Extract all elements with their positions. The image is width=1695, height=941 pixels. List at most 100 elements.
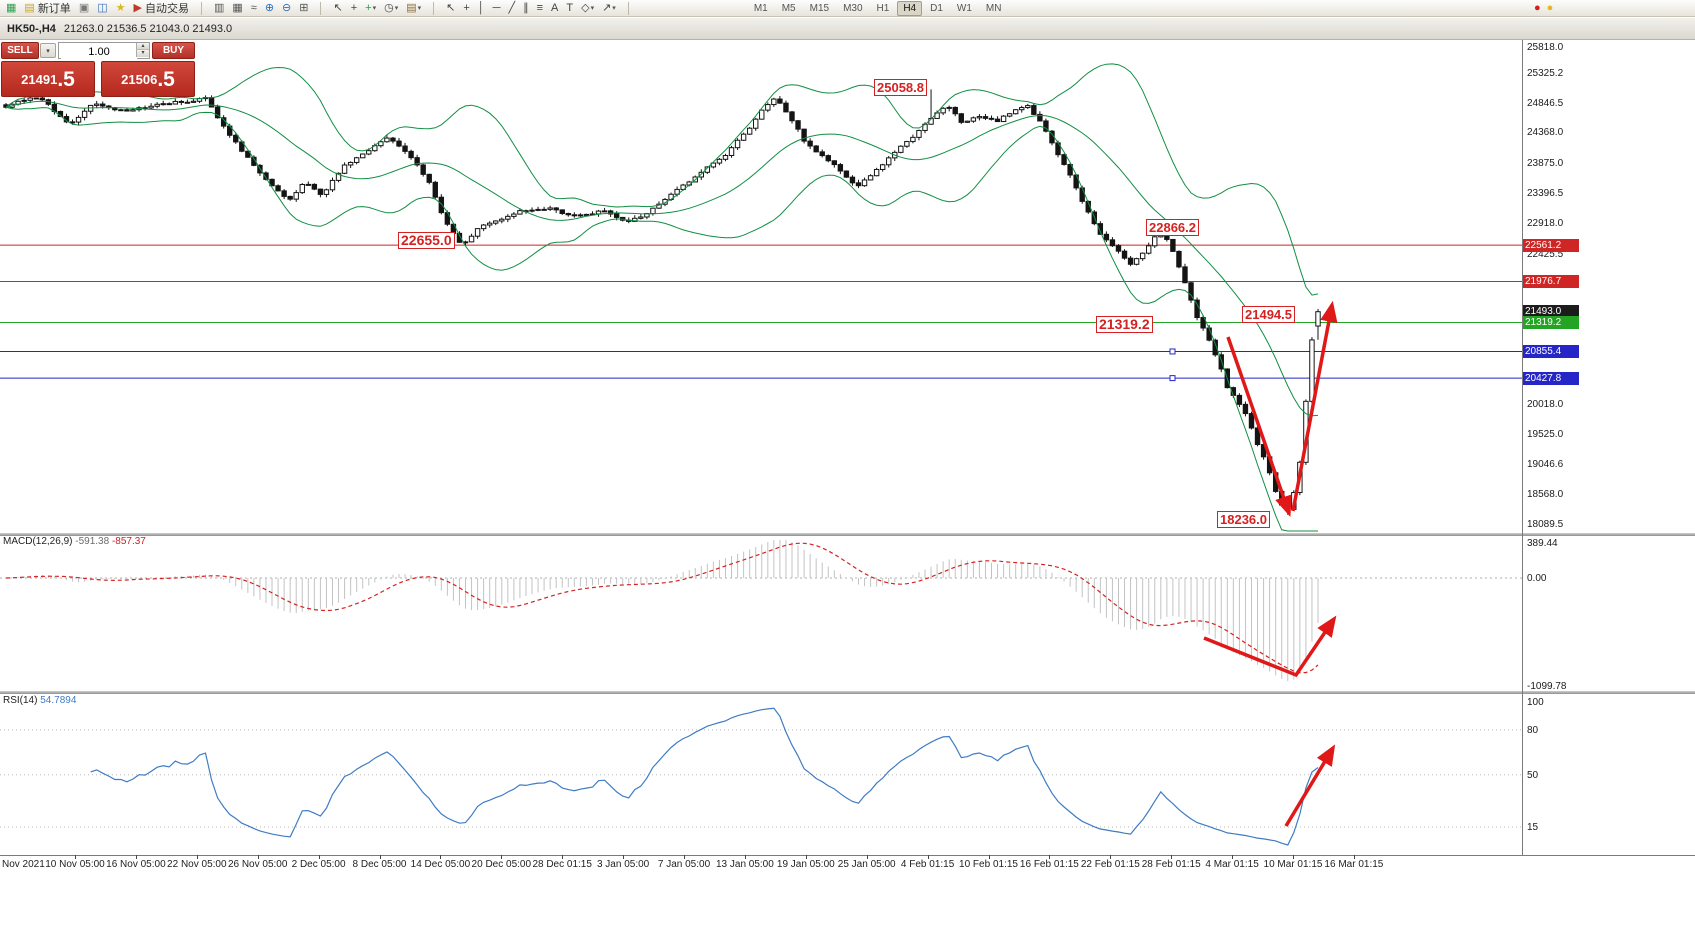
tile-windows-button[interactable]: ⊞ (296, 1, 311, 16)
horizontal-line-button[interactable]: ─ (490, 1, 504, 16)
time-axis-label: 22 Nov 05:00 (167, 859, 227, 870)
timeframe-group: M1 M5 M15 M30 H1 H4 D1 W1 MN (747, 0, 1009, 16)
price-axis-label: 20018.0 (1527, 398, 1564, 410)
price-axis-label: 25818.0 (1527, 42, 1564, 53)
arrow-rsi-reversal[interactable] (1284, 744, 1336, 827)
favorites-button[interactable]: ★ (113, 1, 129, 16)
time-axis-label: 8 Dec 05:00 (352, 859, 407, 870)
timeframe-H1[interactable]: H1 (876, 2, 890, 14)
buy-button[interactable]: BUY (152, 42, 195, 59)
text-button[interactable]: A (548, 1, 561, 16)
volume-decrease-button[interactable]: ▾ (136, 50, 149, 57)
buy-price-fraction: .5 (157, 67, 175, 91)
auto-trading-icon: ▶ (133, 1, 142, 14)
new-chart-icon: ▦ (6, 1, 17, 14)
time-axis-line (0, 855, 1695, 856)
text-label-button[interactable]: T (563, 1, 576, 16)
timeframe-M15[interactable]: M15 (809, 2, 830, 14)
horizontal-price-lines[interactable] (0, 244, 1522, 382)
timeframe-M30[interactable]: M30 (843, 2, 863, 14)
vertical-line-button[interactable]: │ (475, 1, 488, 16)
fibonacci-button[interactable]: ≡ (534, 1, 546, 16)
price-callout-22655.0[interactable]: 22655.0 (398, 232, 455, 249)
cursor-button[interactable]: ↖ (330, 1, 345, 16)
chart-candles-button[interactable]: ▦ (229, 1, 245, 16)
crosshair-button[interactable]: + (348, 1, 360, 16)
timeframe-D1[interactable]: D1 (930, 2, 943, 14)
line-handle[interactable] (1169, 375, 1176, 382)
price-axis-label: 24846.5 (1527, 97, 1564, 109)
time-axis-tick (1353, 855, 1355, 859)
macd-axis-label: 389.44 (1527, 538, 1558, 549)
arrow-impulse-up[interactable] (1291, 300, 1338, 512)
macd-label: MACD(12,26,9) -591.38 -857.37 (3, 536, 146, 547)
timeframe-M5[interactable]: M5 (781, 2, 796, 14)
zoom-out-button[interactable]: ⊖ (279, 1, 294, 16)
shapes-button[interactable]: ◇ ▾ (578, 1, 597, 16)
time-axis-tick (501, 855, 503, 859)
chart-line-button[interactable]: ≈ (248, 1, 260, 16)
price-axis-label: 24368.0 (1527, 127, 1564, 139)
candlestick-series (3, 89, 1321, 515)
macd-indicator (0, 540, 1522, 682)
chevron-down-icon: ▾ (46, 47, 50, 55)
price-callout-22866.2[interactable]: 22866.2 (1146, 219, 1199, 236)
price-tag-20427.8: 20427.8 (1523, 371, 1579, 385)
price-callout-21319.2[interactable]: 21319.2 (1096, 316, 1153, 333)
chart-bars-button[interactable]: ▥ (211, 1, 227, 16)
pointer-button[interactable]: ↖ (443, 1, 458, 16)
arrow-macd-reversal[interactable] (1203, 615, 1337, 678)
add-indicator-button[interactable]: + ▾ (362, 1, 379, 16)
templates-button[interactable]: ▤ ▾ (403, 1, 424, 16)
price-tag-21493.0: 21493.0 (1523, 305, 1579, 319)
new-order-button[interactable]: ▤ 新订单 (21, 1, 73, 16)
time-axis-label: 16 Feb 01:15 (1019, 859, 1079, 870)
arrow-impulse-down[interactable] (1226, 336, 1292, 517)
buy-price-display[interactable]: 21506.5 (101, 61, 195, 97)
chart-symbol-title: HK50-,H4 (7, 22, 56, 35)
time-axis-label: 14 Dec 05:00 (410, 859, 471, 870)
print-button[interactable]: ▣ (76, 1, 92, 16)
sell-price-display[interactable]: 21491.5 (1, 61, 95, 97)
timeframe-M1[interactable]: M1 (753, 2, 768, 14)
volume-increase-button[interactable]: ▴ (136, 43, 149, 50)
sell-options-dropdown[interactable]: ▾ (40, 43, 56, 58)
timeframe-W1[interactable]: W1 (956, 2, 972, 14)
arrows-button[interactable]: ↗ ▾ (599, 1, 619, 16)
zoom-in-button[interactable]: ⊕ (262, 1, 277, 16)
crosshair-tool-button[interactable]: + (460, 1, 472, 16)
rsi-panel-separator[interactable] (0, 691, 1695, 694)
zoom-out-icon: ⊖ (282, 1, 292, 14)
connection-status: ● ● (1534, 2, 1553, 14)
time-axis-label: 2 Dec 05:00 (291, 859, 346, 870)
time-axis-tick (75, 855, 76, 859)
price-callout-25058.8[interactable]: 25058.8 (874, 79, 927, 96)
trend-annotation-arrows[interactable] (1203, 300, 1338, 827)
price-axis-label: 23875.0 (1527, 158, 1564, 170)
macd-signal-value: -857.37 (111, 536, 146, 547)
zoom-in-icon: ⊕ (264, 1, 275, 14)
time-axis-tick (866, 855, 868, 859)
macd-panel-separator[interactable] (0, 533, 1695, 536)
timeframe-H4[interactable]: H4 (897, 0, 923, 16)
price-callout-21494.5[interactable]: 21494.5 (1242, 306, 1295, 323)
profiles-button[interactable]: ◫ (94, 1, 110, 16)
text-icon: A (551, 1, 559, 14)
price-callout-18236.0[interactable]: 18236.0 (1217, 511, 1270, 528)
auto-trading-button[interactable]: ▶ 自动交易 (131, 1, 192, 16)
price-axis-label: 19046.6 (1527, 459, 1564, 471)
sell-button[interactable]: SELL (1, 42, 39, 59)
channel-button[interactable]: ∥ (520, 1, 532, 16)
time-axis-label: 19 Jan 05:00 (776, 859, 835, 870)
periods-button[interactable]: ◷ ▾ (381, 1, 401, 16)
trendline-button[interactable]: ╱ (505, 1, 518, 16)
price-axis-label: 18568.0 (1527, 489, 1564, 501)
timeframe-MN[interactable]: MN (985, 2, 1002, 14)
volume-input[interactable] (61, 43, 137, 60)
line-handle[interactable] (1169, 348, 1176, 355)
new-chart-button[interactable]: ▦ (3, 1, 19, 16)
time-axis-tick (927, 855, 929, 859)
time-axis-tick (196, 855, 198, 859)
print-icon: ▣ (78, 1, 90, 14)
